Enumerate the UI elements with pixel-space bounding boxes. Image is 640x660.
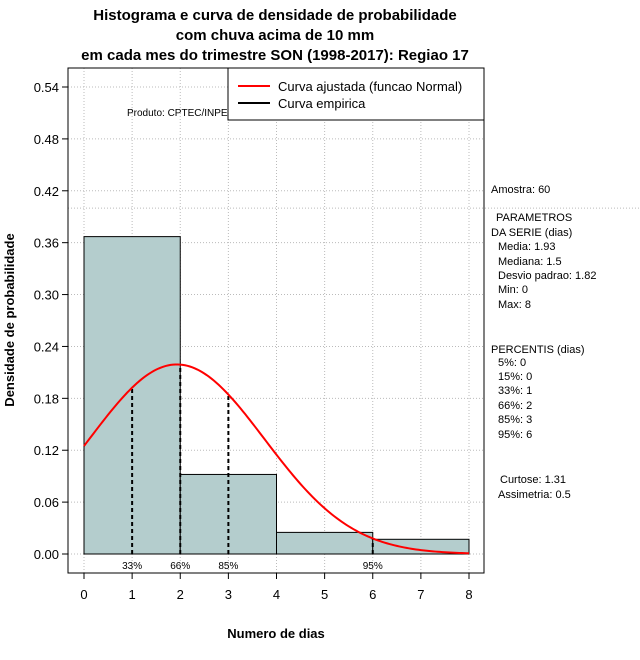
axes: 0 1 2 3 4 5 6 7 8 0.00 0.06 0.12 0.18 0.24 0.30 0.36 0.4…	[34, 80, 473, 602]
credit-label: Produto: CPTEC/INPE	[127, 108, 228, 119]
normal-fit-curve	[83, 363, 470, 555]
percentile-marker-label: 95%	[363, 561, 383, 572]
percentile-markers: 33% 66% 85% 95%	[122, 364, 383, 572]
x-tick-label: 8	[465, 587, 472, 602]
normal-fit-line	[83, 363, 470, 555]
y-tick-label: 0.54	[34, 80, 59, 95]
legend-label-fit: Curva ajustada (funcao Normal)	[278, 79, 462, 94]
legend-label-empirical: Curva empirica	[278, 96, 366, 111]
x-tick-label: 1	[129, 587, 136, 602]
legend-box	[227, 67, 485, 121]
y-axis-title: Densidade de probabilidade	[2, 233, 17, 406]
y-tick-label: 0.24	[34, 339, 59, 354]
chart-title-line-3: em cada mes do trimestre SON (1998-2017)…	[81, 47, 469, 64]
percentile-15: 15%: 0	[498, 371, 532, 383]
percentiles-title: PERCENTIS (dias)	[491, 344, 585, 356]
kurtosis: Curtose: 1.31	[500, 474, 566, 486]
x-tick-label: 5	[321, 587, 328, 602]
param-min: Min: 0	[498, 284, 528, 296]
sample-size: Amostra: 60	[491, 184, 550, 196]
percentile-marker-label: 33%	[122, 561, 142, 572]
x-axis-title: Numero de dias	[227, 626, 325, 641]
histogram-bar	[276, 531, 374, 555]
percentile-95: 95%: 6	[498, 429, 532, 441]
x-tick-label: 6	[369, 587, 376, 602]
param-median: Mediana: 1.5	[498, 256, 562, 268]
x-tick-label: 3	[225, 587, 232, 602]
param-stdev: Desvio padrao: 1.82	[498, 270, 596, 282]
y-tick-label: 0.18	[34, 391, 59, 406]
skewness: Assimetria: 0.5	[498, 489, 571, 501]
percentile-66: 66%: 2	[498, 400, 532, 412]
percentile-5: 5%: 0	[498, 357, 526, 369]
params-title-2: DA SERIE (dias)	[491, 227, 572, 239]
y-tick-label: 0.42	[34, 184, 59, 199]
y-tick-label: 0.00	[34, 547, 59, 562]
x-tick-label: 2	[177, 587, 184, 602]
percentile-85: 85%: 3	[498, 414, 532, 426]
y-tick-label: 0.48	[34, 132, 59, 147]
y-tick-label: 0.30	[34, 288, 59, 303]
y-tick-label: 0.12	[34, 443, 59, 458]
legend: Curva ajustada (funcao Normal) Curva emp…	[227, 67, 485, 121]
x-tick-label: 7	[417, 587, 424, 602]
side-panel: Amostra: 60 PARAMETROS DA SERIE (dias) M…	[491, 184, 596, 501]
percentile-33: 33%: 1	[498, 385, 532, 397]
param-max: Max: 8	[498, 299, 531, 311]
chart-title-line-1: Histograma e curva de densidade de proba…	[93, 7, 456, 24]
x-tick-label: 4	[273, 587, 280, 602]
histogram-bar	[83, 236, 181, 555]
percentile-marker-label: 85%	[218, 561, 238, 572]
percentile-marker-label: 66%	[170, 561, 190, 572]
param-mean: Media: 1.93	[498, 241, 555, 253]
params-title-1: PARAMETROS	[496, 212, 572, 224]
y-tick-label: 0.06	[34, 495, 59, 510]
histogram-bars	[83, 236, 470, 555]
x-tick-label: 0	[80, 587, 87, 602]
histogram-bar	[179, 473, 277, 555]
chart-title-line-2: com chuva acima de 10 mm	[176, 27, 374, 44]
y-tick-label: 0.36	[34, 236, 59, 251]
